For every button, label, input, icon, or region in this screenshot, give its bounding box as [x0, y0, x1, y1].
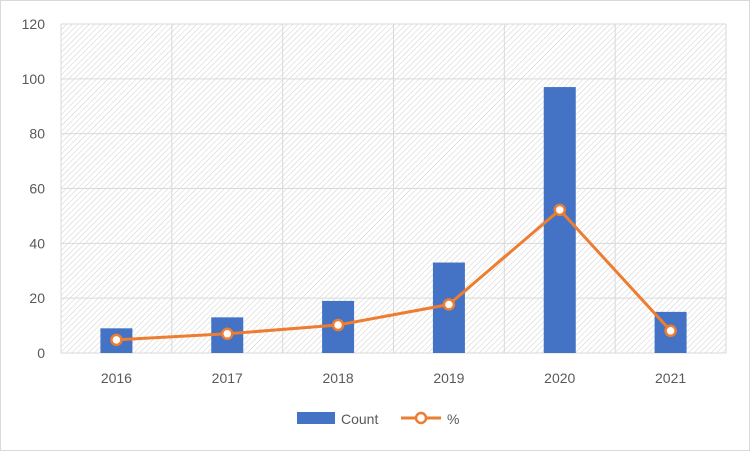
- legend-label-count: Count: [341, 411, 378, 427]
- x-tick-label: 2018: [323, 370, 354, 386]
- percent-line: [110, 203, 677, 347]
- percent-point: [664, 324, 677, 338]
- y-tick-label: 40: [29, 235, 45, 251]
- y-tick-label: 60: [29, 181, 45, 197]
- y-axis-tick-labels: 0 20 40 60 80 100 120: [22, 16, 46, 361]
- x-tick-label: 2020: [544, 370, 575, 386]
- legend-swatch-count: [297, 412, 335, 424]
- y-tick-label: 0: [37, 345, 45, 361]
- legend-marker-percent: [414, 411, 428, 425]
- percent-point: [331, 318, 345, 332]
- y-tick-label: 20: [29, 290, 45, 306]
- percent-point: [110, 333, 123, 347]
- y-tick-label: 120: [22, 16, 46, 32]
- percent-point: [553, 203, 566, 217]
- x-tick-label: 2021: [655, 370, 686, 386]
- gridlines: [60, 23, 727, 354]
- x-tick-label: 2019: [433, 370, 464, 386]
- x-axis-tick-labels: 2016 2017 2018 2019 2020 2021: [101, 370, 687, 386]
- legend: Count %: [297, 411, 459, 427]
- percent-point: [221, 327, 234, 341]
- percent-point: [442, 298, 456, 311]
- x-tick-label: 2016: [101, 370, 132, 386]
- x-tick-label: 2017: [212, 370, 243, 386]
- y-tick-label: 80: [29, 126, 45, 142]
- legend-label-percent: %: [447, 411, 459, 427]
- y-tick-label: 100: [22, 71, 46, 87]
- percent-series-line: [116, 208, 672, 342]
